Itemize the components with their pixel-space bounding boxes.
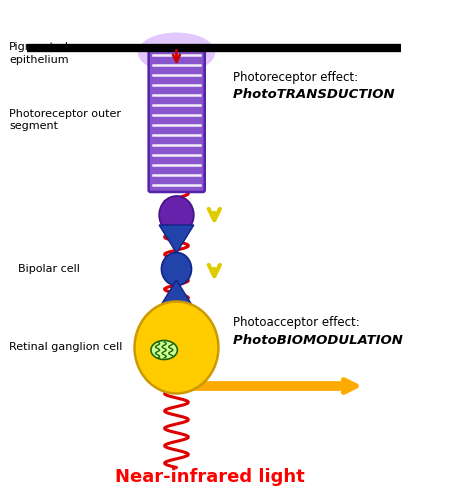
Ellipse shape (159, 196, 193, 234)
Polygon shape (159, 280, 193, 308)
Text: Photo​TRANSDUCTION: Photo​TRANSDUCTION (232, 88, 393, 102)
Ellipse shape (137, 32, 215, 72)
Text: Near-infrared light: Near-infrared light (115, 468, 304, 486)
Text: Photoreceptor outer
segment: Photoreceptor outer segment (9, 109, 121, 131)
Polygon shape (159, 225, 193, 253)
Ellipse shape (143, 312, 198, 372)
Text: Photo​BIOMODULATION: Photo​BIOMODULATION (232, 334, 402, 346)
Text: Pigmented
epithelium: Pigmented epithelium (9, 42, 69, 65)
Ellipse shape (151, 340, 177, 359)
Text: Bipolar cell: Bipolar cell (18, 264, 80, 274)
Text: Photoreceptor effect:: Photoreceptor effect: (232, 71, 357, 84)
Text: Photoacceptor effect:: Photoacceptor effect: (232, 316, 359, 329)
Ellipse shape (134, 302, 218, 394)
Text: Retinal ganglion cell: Retinal ganglion cell (9, 342, 122, 351)
Ellipse shape (161, 252, 191, 286)
FancyBboxPatch shape (148, 48, 204, 192)
